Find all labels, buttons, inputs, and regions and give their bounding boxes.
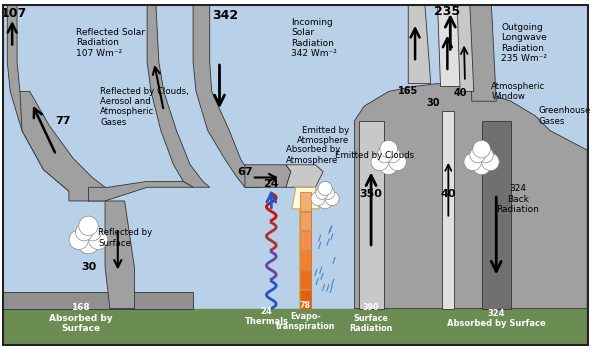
Polygon shape xyxy=(245,165,291,187)
Circle shape xyxy=(371,153,389,171)
Circle shape xyxy=(380,140,397,158)
Circle shape xyxy=(385,147,400,163)
Polygon shape xyxy=(193,5,262,187)
Circle shape xyxy=(478,147,493,163)
Polygon shape xyxy=(437,5,464,87)
Polygon shape xyxy=(147,5,210,187)
Text: 324
Absorbed by Surface: 324 Absorbed by Surface xyxy=(447,309,545,328)
Text: 78
Evapo-
transpiration: 78 Evapo- transpiration xyxy=(276,302,335,331)
Polygon shape xyxy=(408,5,431,84)
Text: 30: 30 xyxy=(81,262,96,273)
Polygon shape xyxy=(88,181,193,201)
Text: 40: 40 xyxy=(454,88,467,98)
Text: Emitted by Clouds: Emitted by Clouds xyxy=(335,150,414,159)
Polygon shape xyxy=(2,292,193,309)
Circle shape xyxy=(69,230,88,250)
Bar xyxy=(299,270,311,289)
Text: 350: 350 xyxy=(359,189,383,199)
Circle shape xyxy=(325,192,339,206)
Circle shape xyxy=(379,155,398,174)
Text: Reflected by Clouds,
Aerosol and
Atmospheric
Gases: Reflected by Clouds, Aerosol and Atmosph… xyxy=(100,87,189,127)
Circle shape xyxy=(377,147,392,163)
Circle shape xyxy=(79,216,98,236)
Circle shape xyxy=(88,230,108,250)
Text: 390
Surface
Radiation: 390 Surface Radiation xyxy=(349,303,393,333)
Text: Emitted by
Atmosphere: Emitted by Atmosphere xyxy=(298,126,350,145)
Text: 107: 107 xyxy=(1,7,27,20)
Text: Absorbed by
Atmosphere: Absorbed by Atmosphere xyxy=(286,145,340,165)
Circle shape xyxy=(316,187,328,199)
Text: 40: 40 xyxy=(440,189,456,199)
Polygon shape xyxy=(105,201,134,309)
Bar xyxy=(299,212,311,230)
Polygon shape xyxy=(20,91,105,201)
Text: 77: 77 xyxy=(55,116,71,126)
Text: Incoming
Solar
Radiation
342 Wm⁻²: Incoming Solar Radiation 342 Wm⁻² xyxy=(291,18,337,58)
Circle shape xyxy=(317,193,333,209)
Circle shape xyxy=(470,147,485,163)
Polygon shape xyxy=(286,165,323,187)
Circle shape xyxy=(318,181,332,195)
Text: Greenhouse
Gases: Greenhouse Gases xyxy=(538,106,590,126)
Text: 67: 67 xyxy=(237,166,253,177)
Text: Outgoing
Longwave
Radiation
235 Wm⁻²: Outgoing Longwave Radiation 235 Wm⁻² xyxy=(501,23,547,63)
Bar xyxy=(299,192,311,211)
Text: Reflected by
Surface: Reflected by Surface xyxy=(98,229,152,248)
Circle shape xyxy=(311,192,325,206)
Polygon shape xyxy=(355,84,587,309)
Polygon shape xyxy=(482,121,511,309)
Text: 324
Back
Radiation: 324 Back Radiation xyxy=(496,184,539,214)
Text: Atmospheric
Window: Atmospheric Window xyxy=(491,82,545,101)
Polygon shape xyxy=(442,111,454,309)
Polygon shape xyxy=(7,5,105,201)
Text: 168
Absorbed by
Surface: 168 Absorbed by Surface xyxy=(49,303,112,333)
Bar xyxy=(2,309,589,346)
Circle shape xyxy=(473,140,490,158)
Text: 235: 235 xyxy=(434,5,460,18)
Text: Reflected Solar
Radiation
107 Wm⁻²: Reflected Solar Radiation 107 Wm⁻² xyxy=(76,28,145,58)
Circle shape xyxy=(84,224,101,241)
Circle shape xyxy=(76,224,93,241)
Text: 24
Thermals: 24 Thermals xyxy=(244,307,289,326)
Bar xyxy=(299,251,311,269)
Polygon shape xyxy=(292,187,319,309)
Circle shape xyxy=(472,155,491,174)
Polygon shape xyxy=(469,5,496,101)
Text: 165: 165 xyxy=(398,87,418,96)
Circle shape xyxy=(482,153,499,171)
Circle shape xyxy=(322,187,335,199)
Bar xyxy=(299,231,311,250)
Polygon shape xyxy=(359,121,384,309)
Bar xyxy=(299,290,311,309)
Circle shape xyxy=(464,153,482,171)
Text: 342: 342 xyxy=(212,9,238,22)
Circle shape xyxy=(77,232,99,254)
Text: 24: 24 xyxy=(263,179,279,190)
Text: 30: 30 xyxy=(426,98,439,108)
Circle shape xyxy=(389,153,406,171)
Polygon shape xyxy=(457,5,474,91)
